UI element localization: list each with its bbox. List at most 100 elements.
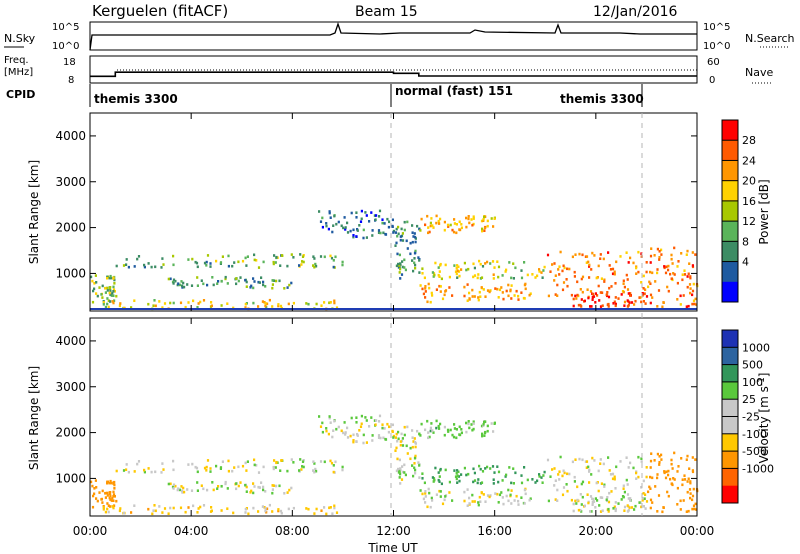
velocity-cell-9 — [602, 462, 605, 466]
velocity-cell-4 — [379, 436, 382, 440]
power-cell-5 — [412, 269, 415, 273]
velocity-cell-1 — [279, 469, 282, 472]
velocity-cell-9 — [614, 487, 617, 490]
colorbar-swatch — [722, 468, 738, 487]
velocity-cell-3 — [320, 509, 323, 512]
velocity-cell-11 — [673, 451, 676, 455]
power-cell-3 — [199, 300, 202, 304]
velocity-cell-11 — [689, 496, 692, 500]
power-cell-9 — [640, 281, 643, 284]
velocity-cell-9 — [606, 496, 609, 499]
power-cell-0 — [93, 287, 96, 291]
power-cell-6 — [483, 226, 487, 230]
velocity-cell-1 — [244, 461, 247, 465]
power-cell-1 — [187, 258, 190, 261]
velocity-cell-1 — [150, 470, 153, 474]
power-cell-10 — [575, 297, 578, 300]
velocity-cell-10 — [623, 505, 627, 509]
power-cell-0 — [95, 292, 98, 295]
power-cell-0 — [113, 282, 116, 285]
velocity-cell-6 — [493, 422, 496, 425]
power-cell-1 — [221, 255, 224, 258]
velocity-cell-5 — [418, 476, 421, 479]
power-cell-0 — [98, 286, 101, 289]
power-cell-10 — [579, 303, 582, 307]
velocity-cell-11 — [661, 510, 664, 514]
velocity-cell-1 — [136, 462, 139, 466]
velocity-cell-0 — [108, 492, 111, 496]
velocity-cell-9 — [590, 473, 593, 476]
power-cell-5 — [414, 249, 417, 253]
power-cell-7 — [421, 272, 424, 275]
velocity-cell-2 — [181, 491, 184, 494]
power-cell-9 — [558, 265, 561, 268]
y-tick-label: 1000 — [55, 471, 86, 485]
velocity-cell-9 — [586, 493, 589, 496]
velocity-cell-4 — [327, 432, 330, 436]
power-cell-5 — [405, 239, 408, 243]
velocity-cell-7 — [520, 474, 523, 477]
power-cell-1 — [280, 254, 283, 257]
power-cell-1 — [233, 261, 236, 264]
power-cell-9 — [627, 261, 630, 264]
velocity-cell-0 — [113, 487, 116, 490]
power-cell-1 — [257, 266, 261, 269]
velocity-cell-8 — [429, 505, 432, 509]
velocity-cell-3 — [277, 509, 280, 513]
power-cell-6 — [432, 226, 435, 229]
velocity-cell-6 — [470, 423, 473, 426]
power-cell-9 — [635, 266, 638, 270]
power-cell-4 — [391, 224, 394, 228]
velocity-cell-7 — [510, 481, 513, 485]
velocity-cell-0 — [94, 479, 97, 482]
velocity-cell-10 — [594, 497, 597, 500]
velocity-cell-1 — [314, 467, 317, 471]
power-cell-0 — [106, 289, 109, 292]
velocity-cell-1 — [275, 460, 278, 464]
velocity-cell-4 — [371, 434, 374, 437]
velocity-cell-9 — [574, 458, 577, 461]
power-cell-0 — [94, 274, 97, 277]
power-cell-8 — [528, 293, 531, 297]
velocity-cell-9 — [553, 484, 556, 487]
velocity-cell-1 — [161, 462, 164, 465]
velocity-cell-6 — [443, 425, 446, 429]
power-cell-0 — [112, 277, 115, 280]
power-cell-6 — [452, 230, 456, 234]
power-cell-6 — [451, 228, 454, 232]
power-cell-10 — [577, 303, 580, 307]
velocity-cell-11 — [663, 470, 666, 473]
power-cell-3 — [268, 298, 271, 302]
power-cell-0 — [106, 276, 109, 280]
velocity-cell-8 — [529, 497, 532, 500]
power-cell-9 — [591, 251, 594, 255]
velocity-cell-7 — [542, 474, 545, 477]
power-cell-11 — [663, 265, 666, 268]
velocity-cell-0 — [112, 495, 115, 498]
power-cell-2 — [196, 284, 199, 287]
power-cell-5 — [412, 235, 415, 238]
colorbar-tick-label: -25 — [742, 411, 760, 424]
velocity-cell-10 — [583, 504, 586, 508]
power-cell-10 — [640, 300, 643, 304]
velocity-cell-8 — [510, 489, 513, 492]
power-cell-1 — [237, 260, 240, 264]
velocity-cell-2 — [202, 487, 205, 491]
power-cell-1 — [205, 264, 208, 267]
velocity-cell-1 — [302, 459, 305, 462]
power-cell-9 — [587, 260, 590, 264]
velocity-cell-8 — [501, 496, 504, 499]
velocity-cell-10 — [623, 509, 626, 512]
power-cell-0 — [115, 294, 118, 298]
velocity-cell-9 — [608, 491, 611, 495]
velocity-cell-7 — [456, 469, 459, 472]
power-cell-9 — [573, 275, 576, 278]
power-cell-8 — [419, 284, 422, 287]
power-cell-8 — [424, 296, 427, 299]
velocity-cell-11 — [662, 506, 665, 509]
velocity-cell-6 — [447, 430, 450, 433]
power-cell-1 — [314, 262, 317, 266]
velocity-cell-9 — [562, 469, 565, 473]
power-cell-1 — [206, 254, 210, 257]
sky-label: N.Sky — [4, 32, 36, 45]
